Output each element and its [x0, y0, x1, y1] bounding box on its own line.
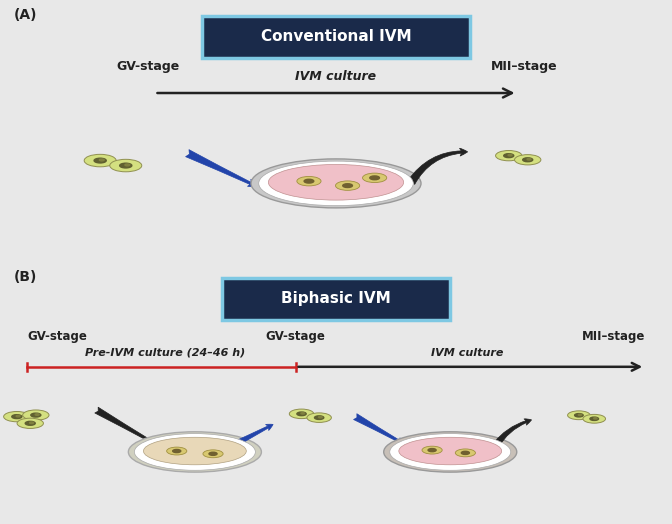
Ellipse shape [251, 159, 421, 208]
Circle shape [290, 409, 314, 419]
Circle shape [307, 413, 331, 422]
Circle shape [84, 155, 116, 167]
Circle shape [297, 177, 321, 186]
Circle shape [314, 416, 324, 420]
Circle shape [12, 414, 22, 419]
FancyBboxPatch shape [222, 278, 450, 320]
Circle shape [110, 159, 142, 172]
Text: Pre-IVM culture (24–46 h): Pre-IVM culture (24–46 h) [85, 347, 245, 357]
Ellipse shape [134, 434, 255, 471]
Ellipse shape [128, 432, 261, 472]
Text: IVM culture: IVM culture [431, 347, 503, 357]
Circle shape [120, 163, 132, 168]
Circle shape [461, 451, 469, 454]
Circle shape [422, 446, 442, 454]
Circle shape [335, 181, 360, 190]
Circle shape [515, 155, 541, 165]
Ellipse shape [143, 437, 246, 465]
Circle shape [203, 450, 223, 458]
Circle shape [30, 422, 34, 423]
Circle shape [94, 158, 106, 163]
Circle shape [590, 417, 599, 420]
Circle shape [456, 449, 476, 457]
Circle shape [370, 176, 380, 180]
Circle shape [593, 418, 597, 419]
Circle shape [568, 411, 590, 420]
Circle shape [26, 421, 35, 425]
Text: (A): (A) [13, 8, 37, 22]
Text: (B): (B) [13, 270, 37, 284]
Circle shape [301, 412, 304, 414]
Circle shape [319, 417, 322, 418]
Circle shape [362, 173, 386, 182]
Circle shape [343, 184, 352, 188]
Text: IVM culture: IVM culture [296, 70, 376, 82]
Text: GV-stage: GV-stage [27, 330, 87, 343]
Text: MII–stage: MII–stage [491, 60, 558, 73]
Circle shape [527, 158, 531, 160]
Circle shape [495, 150, 522, 161]
Circle shape [523, 158, 533, 162]
Circle shape [99, 159, 104, 161]
Ellipse shape [384, 432, 517, 472]
Circle shape [297, 412, 306, 416]
Circle shape [167, 447, 187, 455]
Circle shape [583, 414, 605, 423]
Circle shape [125, 164, 130, 166]
FancyBboxPatch shape [202, 16, 470, 58]
Circle shape [575, 413, 583, 417]
Text: MII–stage: MII–stage [582, 330, 645, 343]
Circle shape [17, 418, 44, 429]
Ellipse shape [398, 437, 501, 465]
Circle shape [508, 155, 512, 156]
Circle shape [209, 452, 217, 455]
Text: Biphasic IVM: Biphasic IVM [281, 291, 391, 306]
Circle shape [304, 179, 314, 183]
Ellipse shape [268, 165, 404, 200]
Circle shape [173, 450, 181, 453]
Text: GV-stage: GV-stage [116, 60, 179, 73]
Circle shape [23, 410, 49, 420]
Circle shape [3, 411, 30, 422]
Circle shape [428, 449, 436, 452]
Ellipse shape [390, 434, 511, 471]
Circle shape [31, 413, 41, 417]
Circle shape [579, 414, 582, 416]
Ellipse shape [259, 161, 413, 205]
Circle shape [16, 416, 20, 417]
Circle shape [35, 414, 39, 416]
Text: Conventional IVM: Conventional IVM [261, 29, 411, 44]
Circle shape [504, 154, 514, 158]
Text: GV-stage: GV-stage [265, 330, 326, 343]
